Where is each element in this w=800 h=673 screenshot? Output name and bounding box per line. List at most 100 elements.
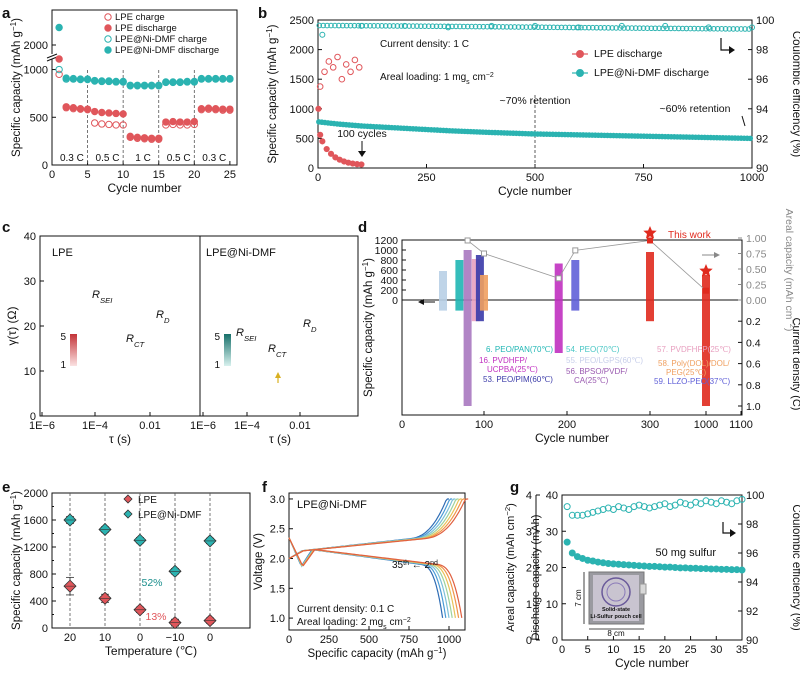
subplot-title: LPE@Ni-DMF bbox=[206, 247, 276, 259]
label-part: Specific capacity (mAh g bbox=[363, 271, 375, 397]
arrow-head bbox=[714, 252, 720, 258]
label-part: D bbox=[311, 325, 317, 334]
data-point-ni-ce bbox=[382, 23, 389, 29]
y-tick-label: 1600 bbox=[24, 515, 48, 527]
x-tick-label: 0 bbox=[49, 169, 55, 181]
panel-letter: f bbox=[262, 479, 268, 496]
label-part: Specific capacity (mAh g bbox=[308, 648, 434, 660]
y2-tick-label: 98 bbox=[756, 45, 768, 57]
data-point-ni-ce bbox=[496, 24, 502, 30]
axis-indicator bbox=[722, 522, 732, 534]
panel-b: 0 250 500 750 1000 0 500 1000 1500 2000 2500 90 92 94… bbox=[265, 15, 800, 198]
label-part: Areal capacity (mAh cm bbox=[505, 516, 517, 632]
data-point-ce bbox=[681, 500, 689, 508]
x-tick-label: 200 bbox=[558, 419, 576, 431]
y-tick-label: 1000 bbox=[375, 245, 399, 257]
data-point-ni-ce bbox=[316, 22, 323, 29]
y-tick-label: 1000 bbox=[24, 65, 48, 77]
peak-label: RD bbox=[303, 318, 317, 334]
data-point-ni-ce bbox=[726, 26, 733, 32]
data-point-ni-ce bbox=[457, 23, 463, 30]
x-tick-label: 5 bbox=[585, 644, 591, 656]
y-tick-label: 2.5 bbox=[270, 524, 285, 536]
data-point-ni bbox=[140, 81, 149, 89]
panel-letter: g bbox=[510, 479, 519, 496]
y2-tick-label: 0.25 bbox=[746, 280, 767, 292]
data-point-ni-ce bbox=[625, 25, 631, 31]
data-point-ni-ce bbox=[691, 25, 698, 32]
label-part: ) bbox=[783, 328, 795, 332]
plot-frame bbox=[401, 239, 743, 416]
legend-marker bbox=[104, 13, 112, 21]
data-point-ni bbox=[55, 23, 63, 32]
data-point-ni-ce bbox=[749, 24, 755, 31]
data-point-capacity bbox=[568, 549, 576, 557]
data-point-ce bbox=[702, 497, 710, 505]
x-tick-label: 15 bbox=[153, 169, 165, 181]
data-point-lpe-ce bbox=[355, 64, 363, 71]
data-point-capacity bbox=[738, 566, 746, 574]
label-part: −1 bbox=[361, 261, 370, 271]
label-part: ← bbox=[409, 560, 425, 571]
arrow-line bbox=[741, 115, 746, 127]
y-tick-label: 10 bbox=[546, 599, 558, 611]
legend-entry: 56. BPSO/PVDF/ bbox=[566, 367, 628, 376]
y-tick-label: 500 bbox=[30, 112, 48, 124]
x-tick-label: 5 bbox=[85, 169, 91, 181]
label-part: −1 bbox=[9, 21, 18, 31]
data-point-lpe-ce bbox=[321, 68, 328, 76]
annotation: 100 cycles bbox=[337, 128, 387, 140]
x-axis-label: Cycle number bbox=[498, 184, 572, 198]
data-point-ce bbox=[615, 503, 623, 511]
y2-tick-label: 1.0 bbox=[746, 401, 761, 413]
peak-label: RSEI bbox=[92, 289, 113, 305]
data-point-ce bbox=[589, 508, 597, 516]
bar bbox=[646, 252, 654, 322]
x-tick-label: 500 bbox=[360, 634, 378, 646]
x-axis-label: Cycle number bbox=[615, 656, 689, 670]
data-point-ni-ce bbox=[601, 25, 608, 31]
data-point-lpe bbox=[211, 104, 220, 113]
data-point-ni-ce bbox=[730, 26, 737, 32]
panel-g: 0 5 10 15 20 25 30 35 0 10 20 30 40 0 1 2 3 4 90 92 94 96 98 10… bbox=[503, 490, 800, 670]
label-part: SEI bbox=[100, 296, 113, 305]
data-point-ni-ce bbox=[445, 24, 452, 31]
data-point-lpe bbox=[133, 133, 142, 142]
charge-curve bbox=[288, 498, 469, 560]
areal-capacity-marker bbox=[464, 237, 471, 244]
data-point-ni bbox=[147, 81, 156, 89]
data-point-ni-ce bbox=[558, 24, 565, 31]
data-point-ce bbox=[671, 501, 679, 509]
subplot-title: LPE@Ni-DMF bbox=[297, 499, 367, 511]
data-point-lpe bbox=[55, 70, 63, 79]
data-point-lpe bbox=[105, 109, 113, 117]
data-point-ce bbox=[666, 503, 674, 511]
data-point-ni-ce bbox=[593, 24, 600, 31]
data-point-ni bbox=[133, 81, 142, 89]
data-point-ni-ce bbox=[535, 24, 541, 30]
rate-label: 0.3 C bbox=[60, 153, 84, 164]
data-point-ni-ce bbox=[472, 23, 479, 30]
x-tick-label: 20 bbox=[188, 169, 200, 181]
legend-entry: 59. LLZO-PEO(37℃) bbox=[654, 377, 730, 386]
legend-marker bbox=[123, 509, 133, 519]
label-part: −2 bbox=[789, 320, 798, 328]
data-point-ce bbox=[599, 506, 607, 513]
data-point-ni-ce bbox=[336, 22, 342, 29]
data-point-lpe bbox=[176, 118, 184, 126]
peak-label: RD bbox=[156, 309, 170, 325]
areal-capacity-marker bbox=[555, 275, 562, 282]
bar bbox=[571, 260, 580, 311]
data-point-lpe bbox=[169, 117, 177, 126]
x-tick-label: 20 bbox=[659, 644, 671, 656]
x-tick-label: 1E−6 bbox=[29, 420, 55, 432]
data-point-capacity bbox=[563, 538, 571, 546]
data-point-ni-ce bbox=[449, 23, 455, 30]
legend-entry: LPE bbox=[138, 495, 157, 506]
label-part: ) bbox=[505, 503, 517, 507]
legend-marker bbox=[104, 46, 112, 54]
data-point-ni-ce bbox=[662, 22, 669, 29]
label-part: R bbox=[303, 318, 311, 330]
dimension-label: 8 cm bbox=[607, 629, 625, 638]
arrow-head bbox=[275, 372, 281, 378]
